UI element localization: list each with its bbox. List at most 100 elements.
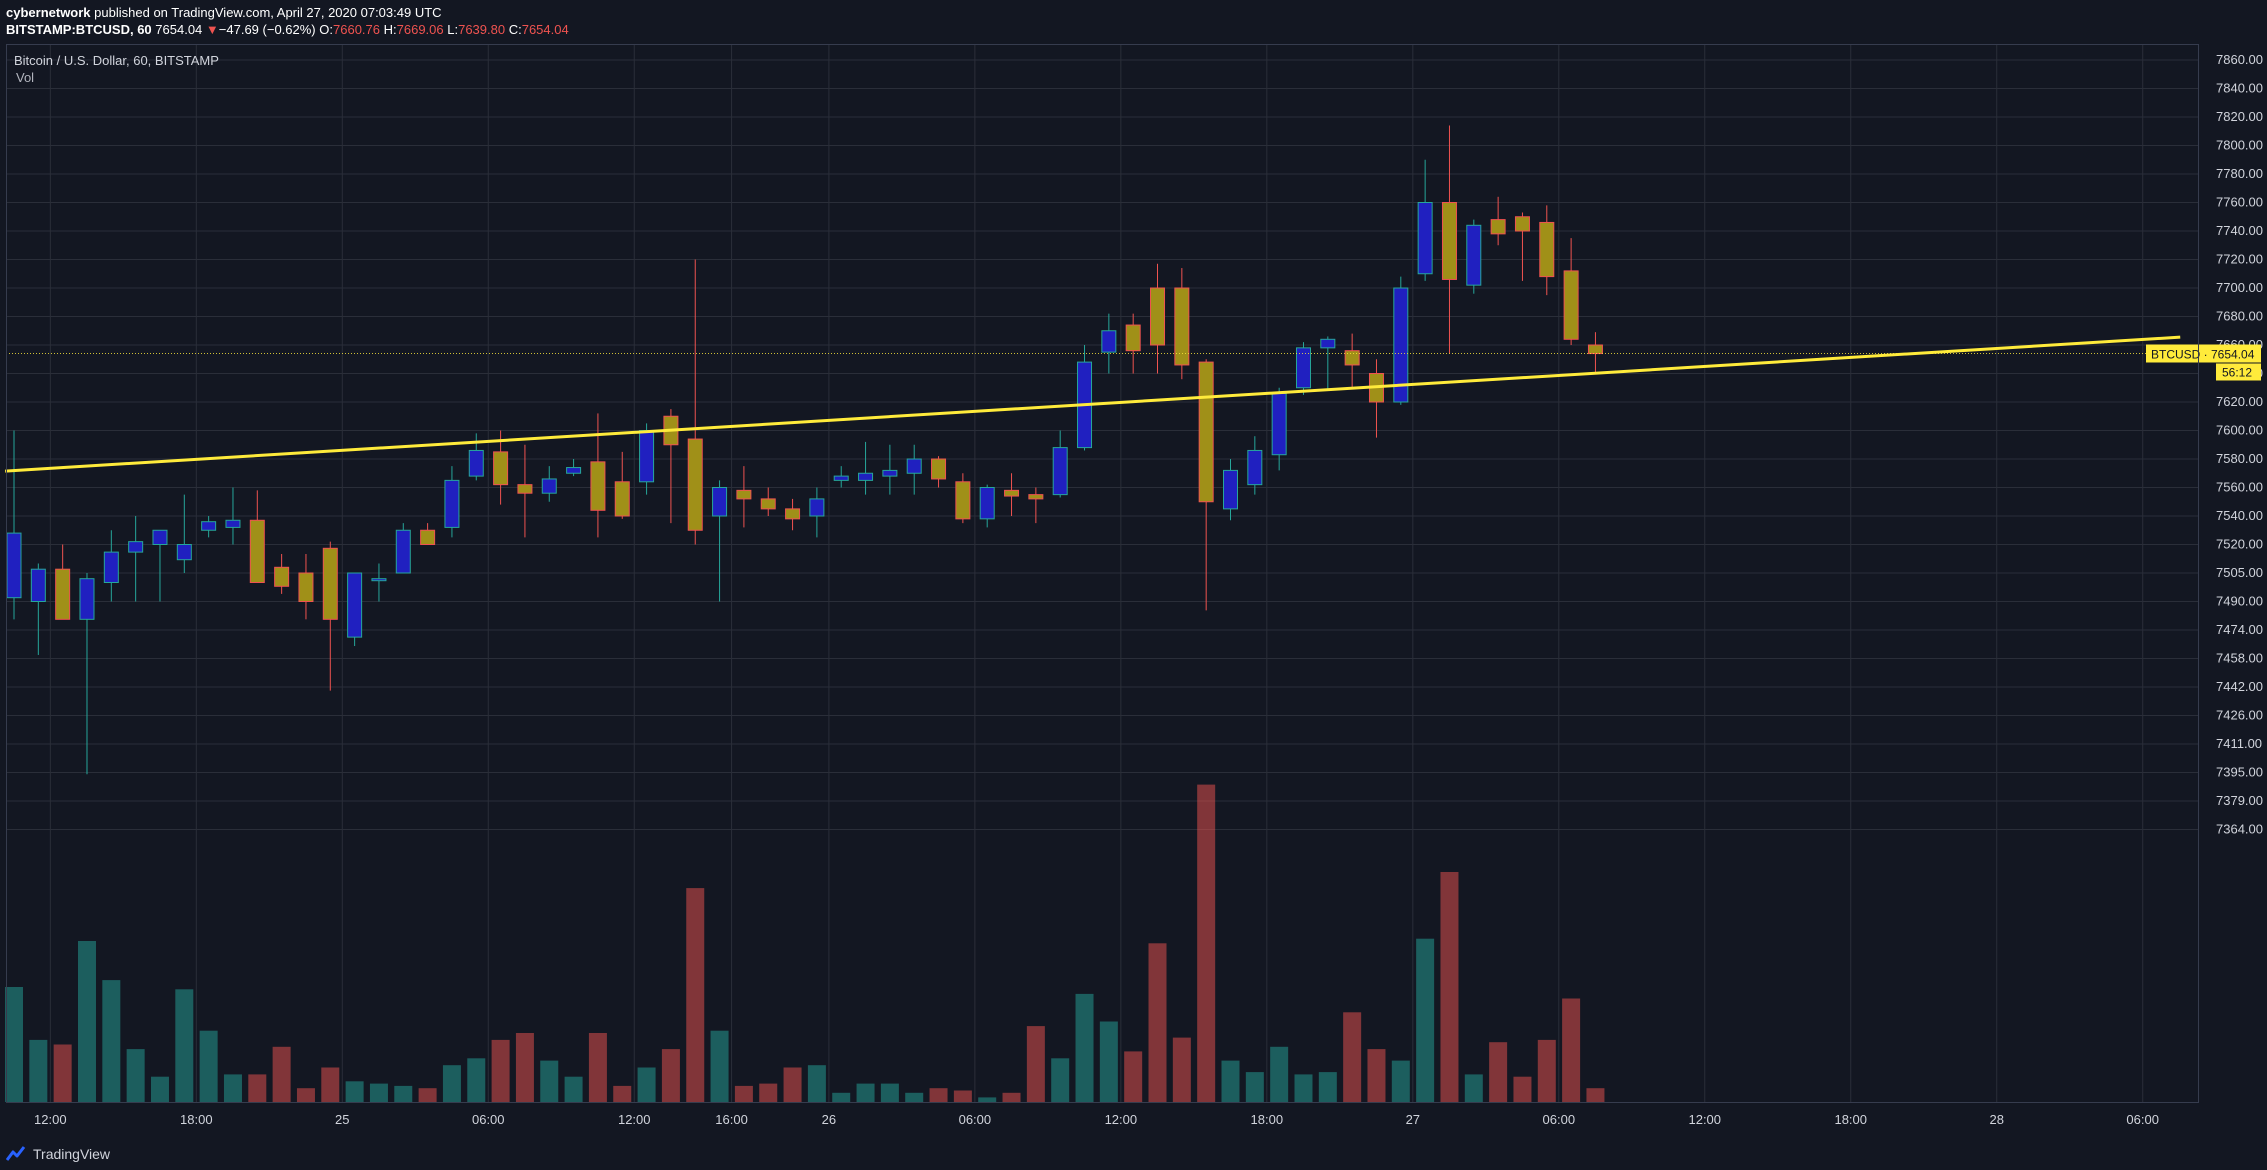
time-tick-label: 16:00 [715,1112,748,1127]
volume-bar [1440,872,1459,1102]
volume-bar [1221,1060,1240,1102]
price-tick-label: 7700.00 [2216,280,2263,295]
tradingview-logo-icon[interactable] [6,1144,26,1164]
volume-bar [1099,1021,1118,1102]
candle-body [1441,202,1457,280]
candle-body [347,572,363,638]
author-name[interactable]: cybernetwork [6,5,91,20]
volume-bar [710,1030,729,1102]
last-price-text: BTCUSD · 7654.04 [2151,347,2255,361]
plot-area-border [6,44,2199,1103]
volume-bar [102,980,121,1102]
volume-bar [1513,1076,1532,1102]
volume-bar [418,1088,437,1102]
volume-bar [661,1049,680,1102]
candle-body [1247,449,1263,486]
candle-body [760,498,776,510]
published-text: published on TradingView.com, April 27, … [94,5,442,20]
time-tick-label: 12:00 [1688,1112,1721,1127]
volume-bar [1464,1074,1483,1102]
volume-bar [1245,1072,1264,1102]
candle-body [322,547,338,620]
time-tick-label: 18:00 [1834,1112,1867,1127]
volume-bar [905,1092,924,1102]
volume-bar [1270,1046,1289,1102]
low-value: 7639.80 [458,22,506,37]
candle-body [128,541,144,553]
candle-body [517,484,533,494]
price-tick-label: 7458.00 [2216,651,2263,666]
series-legend-title[interactable]: Bitcoin / U.S. Dollar, 60, BITSTAMP [14,53,219,68]
candle-body [1101,330,1117,353]
candle-body [955,481,971,520]
volume-bar [272,1046,291,1102]
price-tick-label: 7600.00 [2216,423,2263,438]
candlesticks [6,125,1603,775]
price-tick-label: 7395.00 [2216,765,2263,780]
candle-body [152,529,168,545]
grid-lines [6,44,2199,1103]
candle-body [906,458,922,474]
volume-bar [1026,1026,1045,1102]
price-axis[interactable]: 7860.00 7840.00 7820.00 7800.00 7780.00 7760.… [2216,52,2263,837]
price-tick-label: 7505.00 [2216,565,2263,580]
volume-bar [637,1067,656,1102]
time-tick-label: 12:00 [618,1112,651,1127]
high-label: H: [383,22,397,37]
price-tick-label: 7411.00 [2216,736,2262,751]
candle-body [395,529,411,574]
candle-body [1125,324,1141,352]
time-tick-label: 27 [1406,1112,1420,1127]
price-tick-label: 7520.00 [2216,537,2263,552]
volume-bar [53,1044,72,1102]
countdown-box [2216,363,2261,381]
last-price-label: BTCUSD · 7654.04 56:12 [6,344,2261,381]
candle-body [225,519,241,528]
price-tick-label: 7474.00 [2216,622,2263,637]
candle-body [566,467,582,474]
time-tick-label: 06:00 [1543,1112,1576,1127]
time-tick-label: 06:00 [472,1112,505,1127]
volume-bar [296,1088,315,1102]
volume-bar [150,1076,169,1102]
volume-bar [1294,1074,1313,1102]
price-tick-label: 7680.00 [2216,309,2263,324]
price-tick-label: 7740.00 [2216,223,2263,238]
price-chart[interactable]: 7860.00 7840.00 7820.00 7800.00 7780.00 7760.… [0,0,2267,1140]
candle-body [371,578,387,582]
candle-body [1587,344,1603,355]
trendline-layer[interactable] [5,335,2181,473]
footer-brand[interactable]: TradingView [33,1146,111,1162]
time-tick-label: 28 [1989,1112,2003,1127]
volume-bar [345,1081,364,1102]
candle-body [1150,287,1166,346]
price-tick-label: 7720.00 [2216,252,2263,267]
volume-bar [588,1033,607,1102]
low-label: L: [447,22,459,37]
open-value: 7660.76 [333,22,380,37]
volume-bar [1489,1042,1508,1102]
volume-bar [126,1049,145,1102]
volume-bar [77,941,96,1102]
time-tick-label: 06:00 [2126,1112,2159,1127]
volume-bar [467,1058,486,1102]
volume-bar [1391,1060,1410,1102]
candle-body [882,469,898,477]
volume-bar [807,1065,826,1102]
time-axis[interactable]: 12:00 18:00 25 06:00 12:00 16:00 26 06:00 12:00 1… [34,1112,2159,1127]
volume-legend[interactable]: Vol [16,70,35,85]
time-tick-label: 26 [822,1112,836,1127]
volume-bar [175,989,194,1102]
volume-bar [564,1076,583,1102]
support-trendline[interactable] [5,335,2181,473]
candle-body [590,461,606,511]
volume-bar [929,1088,948,1102]
price-tick-label: 7780.00 [2216,166,2263,181]
volume-bar [491,1039,510,1102]
volume-bar [1002,1092,1021,1102]
volume-bar [1343,1012,1362,1102]
candle-body [1393,287,1409,403]
candle-body [931,458,947,480]
publish-info: cybernetwork published on TradingView.co… [6,5,442,20]
time-tick-label: 12:00 [1105,1112,1138,1127]
